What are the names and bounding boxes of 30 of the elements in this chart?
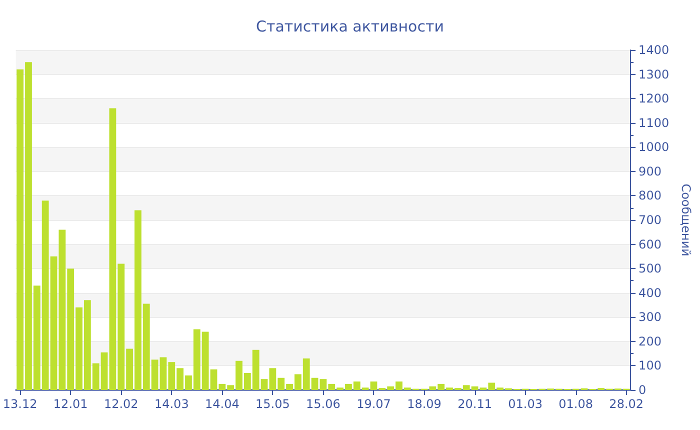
y-tick-label: 800 [638, 188, 662, 203]
y-tick-label: 400 [638, 286, 662, 300]
y-tick-label: 300 [638, 310, 662, 324]
y-tick-label: 1000 [638, 140, 670, 154]
x-tick-label: 12.02 [104, 397, 138, 411]
x-tick-label: 01.08 [558, 397, 594, 411]
y-axis-title: Сообщений [679, 184, 693, 256]
y-tick-label: 500 [638, 262, 662, 276]
x-tick-label: 19.07 [356, 397, 391, 411]
y-tick-label: 1200 [638, 92, 670, 106]
x-tick-label: 13.12 [2, 397, 38, 411]
x-tick-label: 28.02 [609, 397, 644, 411]
y-tick-label: 700 [638, 213, 662, 227]
x-tick-label: 14.03 [154, 397, 189, 411]
chart-title: Статистика активности [256, 18, 444, 36]
y-tick-label: 1300 [638, 67, 670, 82]
y-tick-label: 0 [638, 383, 646, 397]
x-tick-label: 15.06 [306, 397, 340, 411]
x-tick-label: 14.04 [204, 397, 240, 411]
y-tick-label: 1100 [638, 116, 670, 130]
x-tick-label: 01.03 [508, 397, 542, 411]
x-tick-label: 18.09 [407, 397, 442, 411]
y-tick-label: 200 [638, 334, 662, 348]
y-tick-label: 600 [638, 237, 662, 252]
x-tick-label: 15.05 [256, 397, 290, 411]
y-tick-label: 1400 [638, 43, 670, 57]
y-tick-label: 900 [638, 164, 662, 178]
x-tick-label: 12.01 [53, 397, 88, 411]
x-tick-label: 20.11 [458, 397, 492, 411]
y-tick-label: 100 [638, 358, 662, 373]
